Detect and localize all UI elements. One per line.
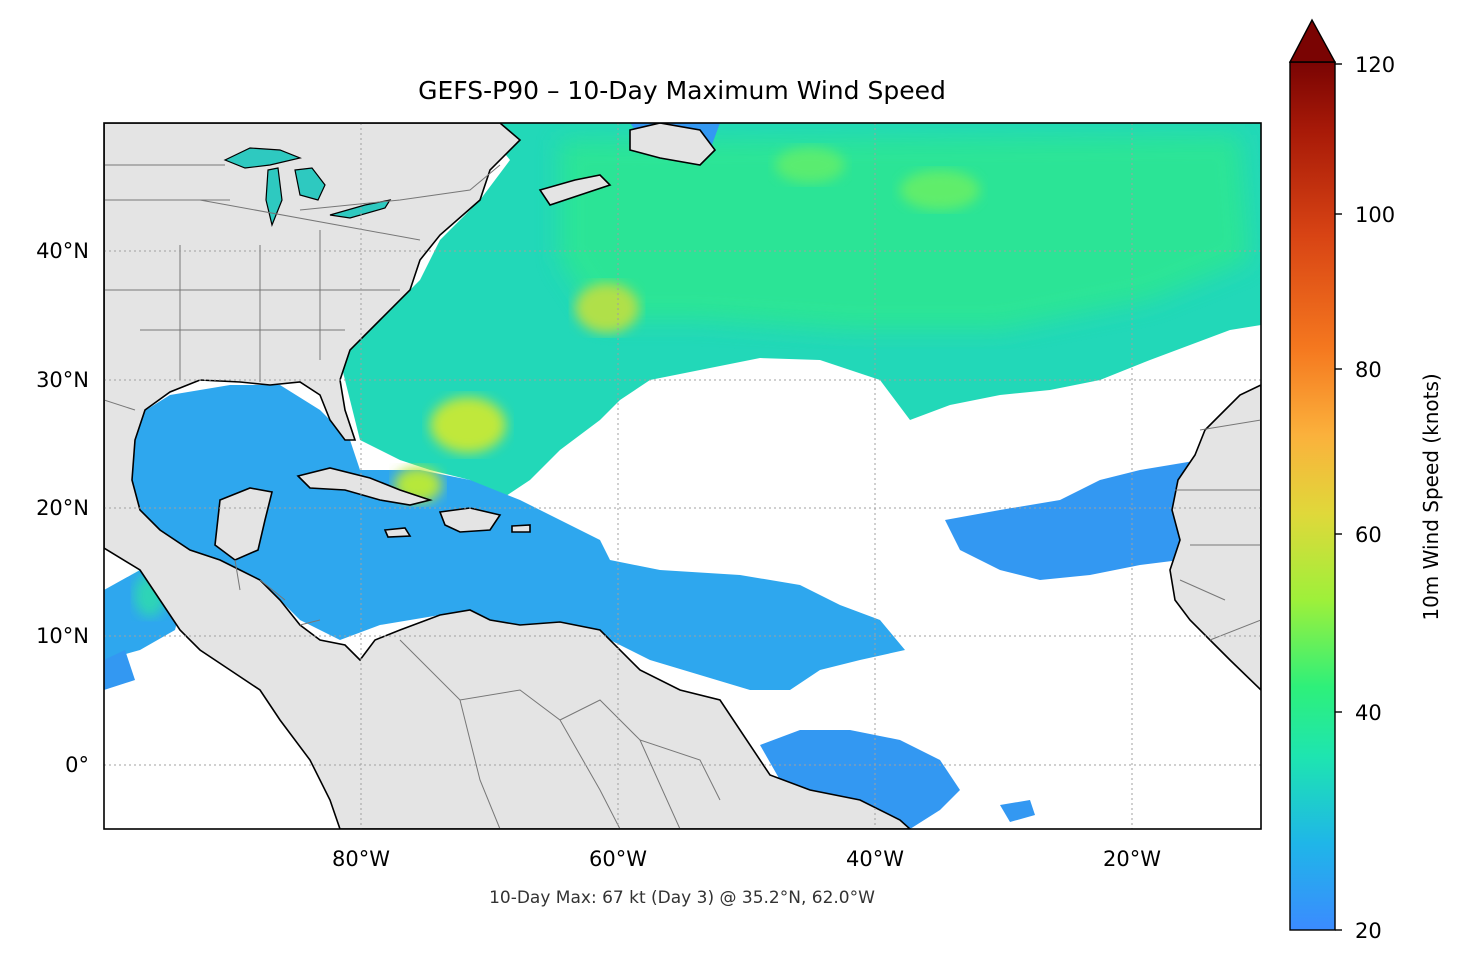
wind-field-equatorial	[760, 730, 960, 829]
colorbar-tick-20: 20	[1355, 919, 1382, 943]
wind-field-gulf-caribbean	[130, 385, 905, 690]
lon-tick-40w: 40°W	[846, 847, 904, 871]
lon-tick-80w: 80°W	[332, 847, 390, 871]
borders-central-america	[234, 559, 321, 626]
lat-tick-10n: 10°N	[36, 624, 89, 648]
political-boundaries	[104, 164, 1261, 829]
colorbar-label: 10m Wind Speed (knots)	[1419, 373, 1443, 620]
wind-core-atlantic-storm	[430, 397, 506, 453]
borders-south-america	[399, 639, 721, 829]
wind-core-north-atlantic-2	[775, 147, 845, 183]
wind-core-north-atlantic-1	[900, 170, 980, 210]
great-lake-michigan	[265, 167, 283, 227]
lat-tick-0: 0°	[65, 753, 89, 777]
lon-tick-labels: 80°W 60°W 40°W 20°W	[332, 847, 1161, 871]
colorbar: 20 40 60 80 100 120 10m Wind Speed (knot…	[1288, 18, 1443, 943]
lon-tick-60w: 60°W	[589, 847, 647, 871]
colorbar-tick-80: 80	[1355, 358, 1382, 382]
lat-tick-20n: 20°N	[36, 496, 89, 520]
land-cuba	[296, 467, 433, 506]
colorbar-tick-40: 40	[1355, 701, 1382, 725]
wind-field-equatorial-east	[1000, 800, 1035, 822]
land-jamaica	[383, 527, 412, 538]
land-yucatan	[214, 487, 273, 561]
colorbar-extend-arrow	[1288, 18, 1337, 63]
map-panel	[104, 123, 1261, 829]
colorbar-tick-120: 120	[1355, 53, 1395, 77]
border-canada-us	[104, 164, 501, 211]
colorbar-gradient	[1289, 61, 1336, 931]
land-newfoundland	[629, 123, 717, 166]
great-lake-huron	[294, 167, 326, 201]
great-lake-erie-ontario	[329, 199, 392, 219]
colorbar-tick-100: 100	[1355, 203, 1395, 227]
land-africa	[1169, 384, 1261, 692]
map-title: GEFS-P90 – 10-Day Maximum Wind Speed	[418, 76, 946, 105]
border-mexico-us	[104, 399, 136, 411]
max-wind-caption: 10-Day Max: 67 kt (Day 3) @ 35.2°N, 62.0…	[489, 888, 875, 908]
lat-tick-labels: 40°N 30°N 20°N 10°N 0°	[36, 239, 89, 777]
great-lake-superior	[223, 147, 302, 169]
wind-field-north-band-core	[560, 135, 1250, 330]
lon-tick-20w: 20°W	[1103, 847, 1161, 871]
land-north-america	[104, 123, 912, 829]
lat-tick-40n: 40°N	[36, 239, 89, 263]
land-masses	[104, 123, 1261, 829]
water-bodies	[223, 147, 392, 227]
lat-tick-30n: 30°N	[36, 368, 89, 392]
state-lines-us	[104, 199, 421, 382]
land-puerto-rico	[511, 524, 531, 533]
wind-core-northwest-atlantic	[575, 283, 639, 333]
wind-field-pacific-low	[104, 650, 135, 690]
land-nova-scotia	[538, 174, 612, 206]
colorbar-ticks	[1335, 63, 1342, 931]
borders-africa	[1175, 419, 1261, 641]
colorbar-tick-60: 60	[1355, 523, 1382, 547]
map-frame	[103, 122, 1262, 830]
